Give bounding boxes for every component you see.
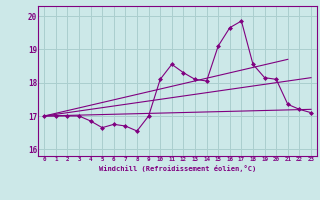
- X-axis label: Windchill (Refroidissement éolien,°C): Windchill (Refroidissement éolien,°C): [99, 165, 256, 172]
